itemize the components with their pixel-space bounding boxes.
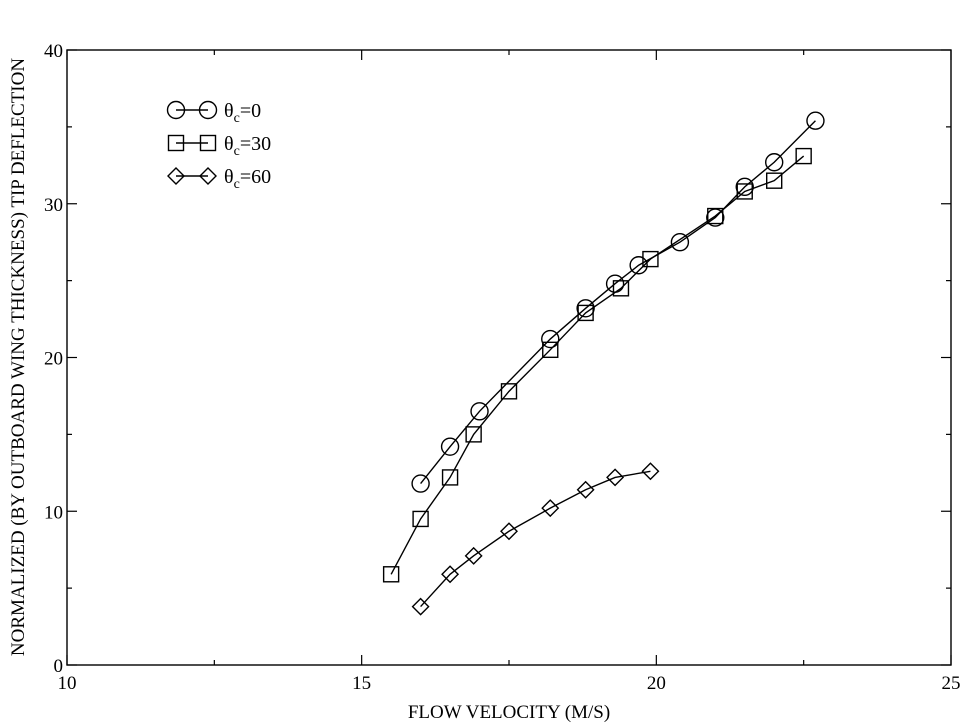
data-point-circle — [470, 402, 489, 421]
legend-marker — [199, 134, 217, 152]
data-point-square — [465, 426, 482, 443]
data-point-diamond — [606, 468, 625, 487]
data-point-circle — [440, 437, 460, 456]
data-point-circle — [670, 232, 690, 252]
legend-marker — [167, 134, 185, 152]
data-point-square — [707, 207, 724, 225]
series-line-square — [390, 155, 805, 575]
series-line-diamond — [420, 470, 651, 608]
y-tick-label: 0 — [54, 656, 64, 677]
x-tick-label: 20 — [647, 673, 666, 694]
data-point-square — [577, 304, 594, 322]
y-axis-label: NORMALIZED (BY OUTBOARD WING THICKNESS) … — [8, 58, 29, 656]
plot-frame — [66, 49, 952, 666]
data-point-circle — [541, 329, 560, 349]
x-axis-label: FLOW VELOCITY (M/S) — [408, 702, 610, 723]
data-point-square — [642, 250, 659, 268]
y-tick-label: 20 — [44, 349, 63, 370]
y-tick-label: 30 — [44, 195, 63, 216]
y-tick-label: 40 — [44, 41, 63, 62]
x-tick-label: 15 — [352, 673, 371, 694]
data-point-circle — [411, 474, 430, 493]
legend-marker — [166, 100, 186, 120]
data-point-diamond — [411, 597, 430, 616]
data-point-circle — [765, 153, 784, 172]
data-point-circle — [806, 111, 825, 130]
data-point-square — [766, 172, 783, 189]
data-point-diamond — [576, 480, 595, 499]
data-point-square — [612, 280, 630, 297]
data-point-circle — [735, 177, 754, 197]
legend-label: θc=60 — [224, 166, 271, 192]
series-line-circle — [420, 120, 816, 485]
data-point-square — [441, 469, 459, 486]
series-circle — [411, 111, 825, 493]
data-point-square — [412, 510, 429, 528]
data-point-square — [382, 566, 400, 583]
legend-marker — [167, 167, 185, 185]
data-point-diamond — [641, 462, 660, 481]
data-point-square — [736, 183, 753, 200]
data-point-square — [795, 147, 812, 165]
data-point-circle — [629, 256, 648, 275]
legend-label: θc=0 — [224, 100, 261, 126]
data-point-square — [542, 341, 559, 359]
y-tick-label: 10 — [44, 502, 63, 523]
axis-ticks — [66, 49, 952, 666]
data-point-diamond — [541, 499, 560, 518]
x-tick-label: 25 — [942, 673, 961, 694]
series-diamond — [411, 462, 660, 616]
data-point-circle — [576, 299, 595, 318]
legend-marker — [199, 167, 217, 185]
legend-entry: θc=0 — [166, 100, 261, 126]
x-tick-label: 10 — [58, 673, 77, 694]
legend: θc=0 θc=30 θc=60 — [166, 100, 271, 192]
series-square — [382, 147, 812, 583]
legend-entry: θc=60 — [167, 166, 271, 192]
legend-marker — [198, 100, 218, 120]
legend-label: θc=30 — [224, 133, 271, 159]
data-point-diamond — [464, 546, 483, 565]
data-point-diamond — [441, 565, 460, 584]
data-point-diamond — [500, 522, 518, 541]
series-layer — [382, 111, 825, 616]
legend-entry: θc=30 — [167, 133, 271, 159]
data-point-square — [500, 383, 518, 400]
